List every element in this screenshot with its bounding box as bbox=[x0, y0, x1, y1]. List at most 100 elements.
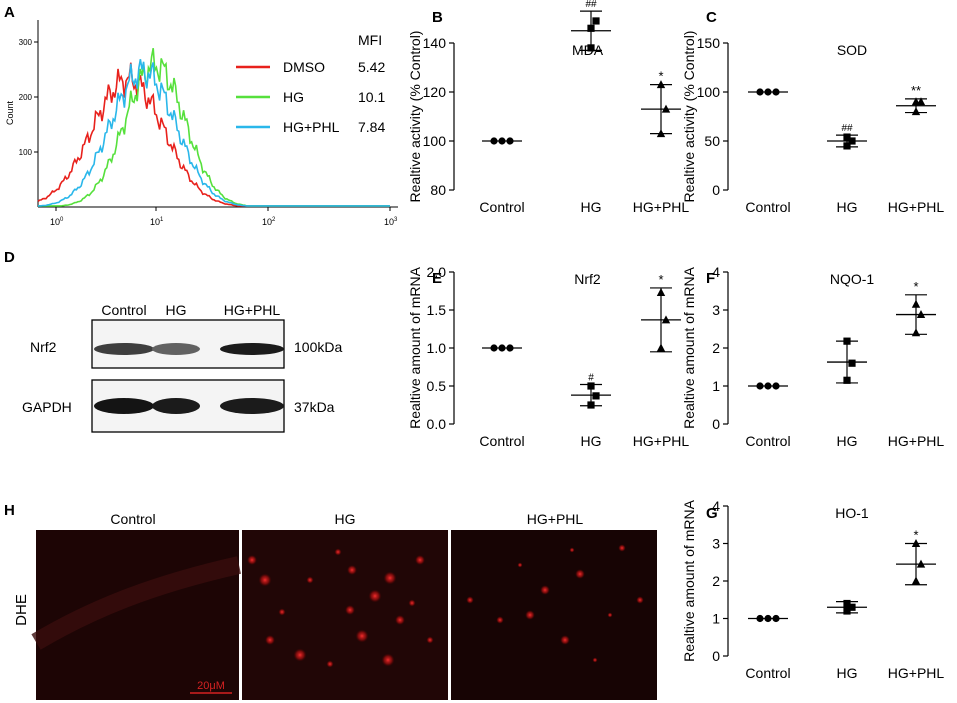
legend-label: HG+PHL bbox=[283, 119, 340, 135]
y-tick-label: 4 bbox=[712, 264, 720, 280]
legend-mfi: 7.84 bbox=[358, 119, 385, 135]
x-tick-label: HG bbox=[837, 199, 858, 215]
x-tick-label: HG bbox=[837, 433, 858, 449]
x-tick-label: Control bbox=[479, 199, 524, 215]
chart-title: HO-1 bbox=[835, 505, 869, 521]
dhe-spot bbox=[607, 612, 613, 618]
dhe-spot bbox=[466, 596, 474, 604]
wb-protein-nrf2: Nrf2 bbox=[30, 339, 57, 355]
dhe-spot bbox=[540, 585, 550, 595]
dhe-spot bbox=[408, 599, 416, 607]
data-point bbox=[506, 137, 514, 145]
data-point bbox=[656, 129, 666, 138]
significance-mark: * bbox=[913, 528, 918, 543]
flow-y-tick-label: 300 bbox=[19, 38, 33, 47]
dhe-spot bbox=[426, 636, 434, 644]
dhe-column-label: HG bbox=[335, 511, 356, 527]
dhe-spot bbox=[381, 653, 395, 667]
dhe-image-hgphl bbox=[451, 530, 657, 700]
y-axis-label: Realtive activity (% Control) bbox=[681, 31, 697, 203]
panel-label-a: A bbox=[4, 4, 15, 21]
y-tick-label: 0 bbox=[712, 416, 720, 432]
dhe-row-label: DHE bbox=[13, 594, 30, 626]
y-axis-label: Realtive amount of mRNA bbox=[407, 266, 423, 429]
significance-mark: * bbox=[658, 272, 663, 287]
wb-lane-label: HG+PHL bbox=[224, 302, 281, 318]
y-axis-label: Realtive amount of mRNA bbox=[681, 499, 697, 662]
data-point bbox=[490, 344, 498, 352]
dhe-spot bbox=[345, 605, 355, 615]
data-point bbox=[911, 97, 921, 106]
x-tick-label: HG bbox=[581, 433, 602, 449]
panel-label-g: G bbox=[706, 505, 718, 522]
y-tick-label: 100 bbox=[423, 133, 447, 149]
y-tick-label: 0.5 bbox=[427, 378, 447, 394]
flow-x-tick-label: 101 bbox=[150, 217, 164, 227]
y-tick-label: 2 bbox=[712, 573, 720, 589]
data-point bbox=[764, 614, 772, 623]
wb-size-gapdh: 37kDa bbox=[294, 399, 335, 415]
panel-label-d: D bbox=[4, 249, 15, 266]
x-tick-label: HG+PHL bbox=[633, 433, 690, 449]
wb-bands bbox=[94, 343, 284, 414]
y-axis-label: Realtive amount of mRNA bbox=[681, 266, 697, 429]
dhe-spot bbox=[355, 629, 369, 643]
dhe-spot bbox=[415, 555, 425, 565]
y-tick-label: 3 bbox=[712, 536, 720, 552]
dhe-spot bbox=[569, 547, 575, 553]
dhe-spot bbox=[383, 571, 397, 585]
flow-x-tick-label: 100 bbox=[50, 217, 64, 227]
flow-curves bbox=[37, 48, 390, 207]
data-point bbox=[911, 107, 921, 116]
x-tick-label: HG bbox=[581, 199, 602, 215]
data-point bbox=[916, 310, 926, 319]
flow-y-tick-label: 200 bbox=[19, 93, 33, 102]
data-point bbox=[587, 382, 595, 390]
y-tick-label: 80 bbox=[430, 182, 446, 198]
x-tick-label: Control bbox=[745, 433, 790, 449]
flow-y-ticks: 100 200 300 bbox=[19, 38, 38, 157]
wb-band bbox=[152, 398, 200, 414]
x-tick-label: HG bbox=[837, 665, 858, 681]
dhe-image-control bbox=[36, 530, 239, 700]
data-point bbox=[490, 137, 498, 145]
y-tick-label: 140 bbox=[423, 35, 447, 51]
x-tick-label: HG+PHL bbox=[633, 199, 690, 215]
data-point bbox=[661, 104, 671, 113]
dhe-spot bbox=[347, 565, 357, 575]
data-point bbox=[843, 607, 851, 615]
data-point bbox=[843, 142, 851, 150]
wb-protein-gapdh: GAPDH bbox=[22, 399, 72, 415]
data-point bbox=[587, 44, 595, 52]
panel-label-b: B bbox=[432, 9, 443, 26]
data-point bbox=[661, 315, 671, 324]
dhe-spot bbox=[306, 576, 314, 584]
data-point bbox=[656, 80, 666, 89]
data-point bbox=[843, 133, 851, 141]
data-point bbox=[756, 88, 764, 96]
data-point bbox=[498, 137, 506, 145]
data-point bbox=[848, 359, 856, 367]
y-tick-label: 0.0 bbox=[427, 416, 447, 432]
data-point bbox=[592, 17, 600, 25]
y-tick-label: 0 bbox=[712, 648, 720, 664]
mfi-header: MFI bbox=[358, 32, 382, 48]
y-tick-label: 2 bbox=[712, 340, 720, 356]
wb-lane-label: Control bbox=[101, 302, 146, 318]
x-tick-label: HG+PHL bbox=[888, 665, 945, 681]
x-tick-label: Control bbox=[745, 665, 790, 681]
chart-title: NQO-1 bbox=[830, 271, 875, 287]
dhe-spot bbox=[618, 544, 626, 552]
data-point bbox=[764, 88, 772, 96]
flow-x-tick-label: 103 bbox=[384, 217, 398, 227]
y-tick-label: 1 bbox=[712, 611, 720, 627]
data-point bbox=[756, 614, 764, 623]
dhe-spot bbox=[592, 657, 598, 663]
dhe-spot bbox=[560, 635, 570, 645]
data-point bbox=[843, 376, 851, 384]
significance-mark: * bbox=[913, 279, 918, 294]
dhe-column-label: Control bbox=[110, 511, 155, 527]
dhe-spot bbox=[395, 615, 405, 625]
